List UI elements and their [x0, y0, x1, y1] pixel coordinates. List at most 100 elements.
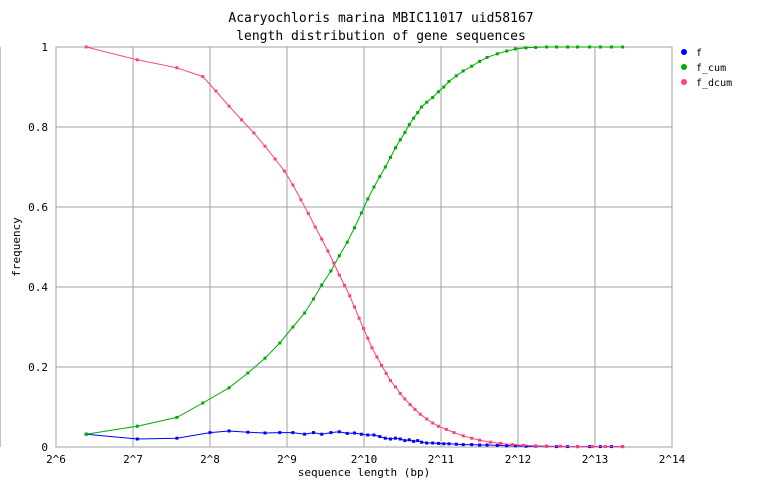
data-point-f — [447, 442, 451, 446]
y-tick-label: 1 — [41, 41, 48, 54]
data-point-f_cum — [495, 52, 499, 56]
data-point-f — [278, 431, 282, 435]
data-point-f_dcum — [545, 444, 549, 448]
data-point-f_cum — [227, 386, 231, 390]
data-point-f_dcum — [84, 45, 88, 49]
data-point-f_cum — [263, 356, 267, 360]
data-point-f_dcum — [313, 225, 317, 229]
series-line-f — [86, 430, 623, 448]
data-point-f — [420, 440, 424, 444]
data-point-f_dcum — [291, 183, 295, 187]
y-tick-label: 0.6 — [28, 201, 48, 214]
data-point-f — [337, 430, 341, 434]
data-point-f_cum — [436, 90, 440, 94]
legend-label: f_cum — [696, 63, 726, 74]
data-point-f_dcum — [521, 443, 525, 447]
data-point-f — [495, 443, 499, 447]
data-point-f_cum — [320, 283, 324, 287]
data-point-f_dcum — [175, 66, 179, 70]
data-point-f_dcum — [534, 444, 538, 448]
data-point-f — [394, 436, 397, 440]
data-point-f_dcum — [353, 305, 356, 309]
data-point-f_cum — [278, 341, 282, 345]
data-point-f_dcum — [418, 412, 422, 416]
series-f_dcum — [84, 45, 625, 449]
x-tick-label: 2^11 — [428, 453, 455, 466]
data-point-f — [208, 431, 212, 435]
data-point-f_dcum — [380, 363, 384, 367]
data-point-f — [431, 441, 435, 445]
legend-label: f_dcum — [696, 78, 732, 89]
data-point-f_dcum — [357, 316, 361, 320]
data-point-f_cum — [598, 45, 602, 49]
data-point-f_dcum — [425, 417, 429, 421]
y-tick-label: 0.4 — [28, 281, 48, 294]
data-point-f — [407, 438, 411, 442]
x-tick-labels: 2^6 2^7 2^8 2^9 2^10 2^11 2^12 2^13 2^14 — [46, 453, 686, 466]
x-tick-label: 2^6 — [46, 453, 66, 466]
data-point-f_dcum — [240, 118, 243, 122]
legend-marker — [681, 49, 687, 55]
legend-label: f — [696, 48, 702, 59]
data-point-f_cum — [201, 401, 205, 405]
series-f — [84, 429, 625, 449]
data-point-f_cum — [246, 371, 250, 375]
data-point-f — [227, 429, 231, 433]
data-point-f — [359, 432, 363, 436]
data-point-f — [372, 433, 376, 437]
data-point-f_cum — [337, 254, 341, 258]
data-point-f_cum — [398, 138, 402, 142]
data-point-f — [263, 431, 267, 435]
data-point-f_dcum — [343, 283, 347, 287]
data-point-f_dcum — [603, 445, 607, 449]
data-point-f — [246, 430, 250, 434]
grid — [55, 46, 673, 448]
data-point-f — [366, 433, 370, 437]
data-point-f_cum — [345, 240, 349, 244]
data-point-f_dcum — [282, 169, 286, 173]
data-point-f_cum — [610, 45, 613, 49]
data-point-f_dcum — [135, 58, 139, 62]
data-point-f_dcum — [408, 403, 412, 407]
data-point-f_dcum — [558, 444, 562, 448]
x-tick-label: 2^12 — [505, 453, 532, 466]
data-point-f — [416, 439, 420, 443]
data-point-f_cum — [394, 146, 397, 150]
data-point-f_dcum — [478, 438, 482, 442]
data-point-f — [461, 443, 465, 447]
data-point-f_dcum — [403, 397, 407, 401]
data-point-f_cum — [621, 45, 625, 49]
data-point-f_cum — [555, 45, 559, 49]
series-line-f_cum — [86, 46, 623, 435]
data-point-f_dcum — [320, 237, 324, 241]
data-point-f_cum — [588, 45, 592, 49]
data-point-f_dcum — [370, 346, 374, 350]
data-point-f_dcum — [394, 385, 397, 389]
data-point-f_dcum — [227, 104, 231, 108]
data-point-f_dcum — [436, 424, 440, 428]
data-point-f_dcum — [273, 157, 277, 161]
data-point-f — [442, 442, 446, 446]
data-point-f_cum — [442, 85, 446, 89]
data-point-f_cum — [359, 211, 363, 215]
data-point-f_cum — [84, 432, 88, 436]
data-point-f — [303, 432, 307, 436]
data-point-f_cum — [135, 424, 139, 428]
data-point-f_cum — [403, 131, 407, 135]
data-point-f_dcum — [398, 391, 402, 395]
data-point-f — [403, 439, 407, 443]
data-point-f_dcum — [621, 445, 625, 449]
chart-title: Acaryochloris marina MBIC11017 uid58167 — [228, 11, 533, 26]
series-f_cum — [84, 45, 625, 436]
data-point-f_dcum — [214, 89, 218, 93]
x-tick-label: 2^14 — [659, 453, 686, 466]
data-point-f — [345, 431, 349, 435]
y-axis-label: frequency — [10, 217, 23, 277]
legend-marker — [681, 79, 687, 85]
data-point-f — [378, 435, 382, 439]
data-point-f_cum — [534, 45, 538, 49]
data-point-f — [320, 432, 324, 436]
data-point-f_dcum — [362, 327, 366, 331]
x-tick-label: 2^13 — [582, 453, 609, 466]
data-point-f_cum — [329, 269, 333, 273]
